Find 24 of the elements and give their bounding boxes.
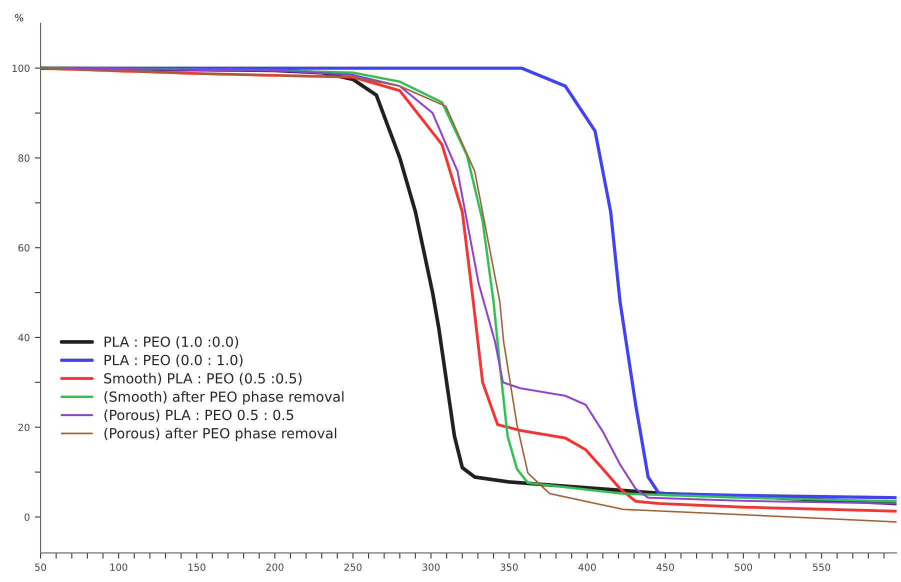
y-tick-label: 80: [18, 154, 30, 162]
x-tick-label: 300: [422, 563, 440, 571]
legend-label: (Smooth) after PEO phase removal: [104, 391, 344, 405]
x-tick-label: 250: [344, 563, 362, 571]
y-tick-label: 20: [18, 424, 30, 432]
y-tick-label: 100: [12, 64, 30, 72]
x-tick-label: 350: [500, 563, 518, 571]
y-tick-label: 40: [18, 334, 30, 342]
x-tick-label: 500: [734, 563, 752, 571]
x-tick-label: 450: [656, 563, 674, 571]
x-tick-label: 200: [266, 563, 284, 571]
x-tick-label: 100: [110, 563, 128, 571]
y-tick-label: 60: [18, 244, 30, 252]
legend-label: Smooth) PLA : PEO (0.5 :0.5): [104, 372, 302, 386]
legend-label: (Porous) PLA : PEO 0.5 : 0.5: [104, 409, 294, 422]
legend-label: (Porous) after PEO phase removal: [104, 428, 336, 442]
x-tick-label: 550: [812, 563, 830, 571]
x-tick-label: 50: [35, 563, 46, 571]
y-axis-title: %: [15, 14, 24, 22]
x-tick-label: 400: [578, 563, 596, 571]
x-tick-label: 150: [188, 563, 206, 571]
legend-label: PLA : PEO (0.0 : 1.0): [104, 354, 243, 367]
legend-label: PLA : PEO (1.0 :0.0): [104, 336, 238, 349]
y-tick-label: 0: [24, 513, 30, 521]
